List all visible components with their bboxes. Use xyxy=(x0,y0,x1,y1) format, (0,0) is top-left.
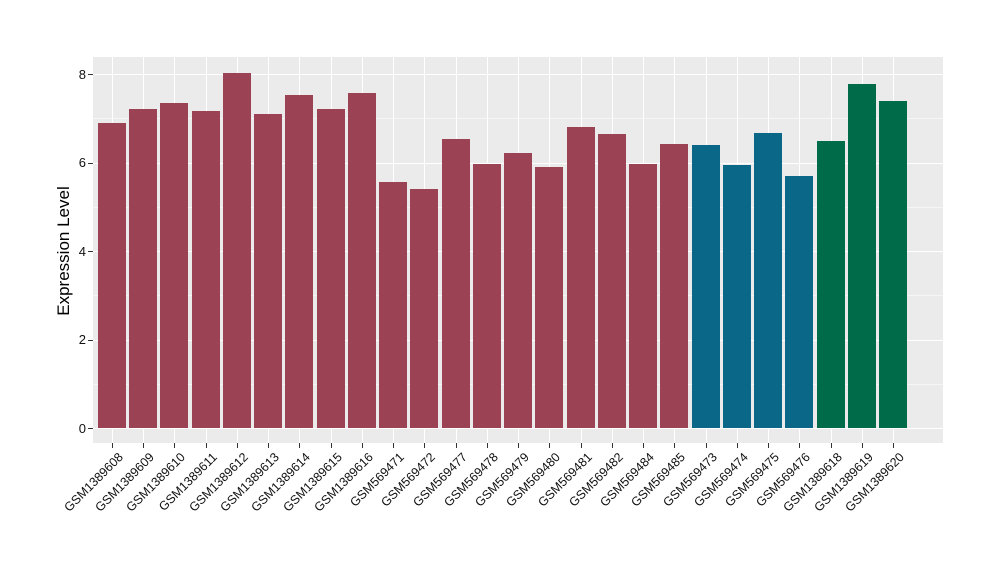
bar-GSM1389616 xyxy=(347,93,376,428)
x-tick-mark xyxy=(205,443,207,448)
bar-GSM569476 xyxy=(785,176,814,428)
x-tick-mark xyxy=(549,443,551,448)
bar-GSM569477 xyxy=(441,138,470,428)
x-tick-mark xyxy=(611,443,613,448)
y-tick-label: 4 xyxy=(78,243,86,259)
x-tick-mark xyxy=(268,443,269,448)
x-tick-mark xyxy=(424,443,426,448)
x-tick-mark xyxy=(111,443,113,448)
x-tick-mark xyxy=(736,443,738,448)
y-tick-label: 6 xyxy=(78,155,86,170)
bar-GSM569481 xyxy=(566,126,595,428)
y-tick-mark xyxy=(88,428,93,429)
bar-GSM1389614 xyxy=(285,95,314,428)
plot-panel xyxy=(93,57,943,443)
bar-GSM569473 xyxy=(691,144,720,428)
bar-GSM569475 xyxy=(754,132,782,428)
bar-GSM569484 xyxy=(629,163,657,428)
bar-GSM569472 xyxy=(410,189,439,428)
bar-GSM569471 xyxy=(379,182,407,428)
y-tick-label: 0 xyxy=(78,420,86,436)
y-tick-label: 8 xyxy=(78,66,86,82)
x-tick-mark xyxy=(893,443,894,448)
x-tick-mark xyxy=(174,443,176,448)
bar-GSM1389612 xyxy=(222,73,251,428)
bar-GSM1389610 xyxy=(160,103,189,428)
y-tick-mark xyxy=(88,251,93,252)
bar-GSM1389609 xyxy=(129,109,157,428)
x-tick-mark xyxy=(330,443,332,448)
bar-GSM1389608 xyxy=(97,123,126,428)
x-tick-mark xyxy=(830,443,832,448)
x-tick-mark xyxy=(580,443,582,448)
bar-GSM569478 xyxy=(472,163,501,428)
y-tick-mark xyxy=(88,339,93,341)
bar-GSM1389620 xyxy=(879,101,907,428)
bar-GSM569485 xyxy=(660,144,689,428)
bar-GSM569482 xyxy=(597,134,626,428)
x-tick-mark xyxy=(799,443,801,448)
x-tick-mark xyxy=(361,443,363,448)
y-tick-mark xyxy=(88,74,93,75)
x-tick-mark xyxy=(705,443,707,448)
x-tick-mark xyxy=(518,443,519,448)
bar-GSM569480 xyxy=(535,166,564,428)
bar-GSM1389613 xyxy=(254,113,282,428)
bar-GSM1389619 xyxy=(847,84,876,428)
x-tick-mark xyxy=(299,443,301,448)
y-tick-label: 2 xyxy=(78,332,86,347)
x-tick-mark xyxy=(486,443,488,448)
bar-GSM569479 xyxy=(504,153,532,428)
x-tick-mark xyxy=(393,443,394,448)
x-tick-mark xyxy=(643,443,644,448)
x-tick-mark xyxy=(455,443,457,448)
x-tick-mark xyxy=(236,443,238,448)
x-tick-mark xyxy=(861,443,863,448)
bar-GSM1389615 xyxy=(316,108,345,428)
bar-GSM1389611 xyxy=(191,110,220,428)
bar-GSM569474 xyxy=(722,165,751,428)
x-tick-mark xyxy=(143,443,144,448)
x-tick-mark xyxy=(768,443,769,448)
bar-GSM1389618 xyxy=(816,140,845,428)
x-tick-mark xyxy=(674,443,676,448)
y-tick-mark xyxy=(88,162,93,164)
